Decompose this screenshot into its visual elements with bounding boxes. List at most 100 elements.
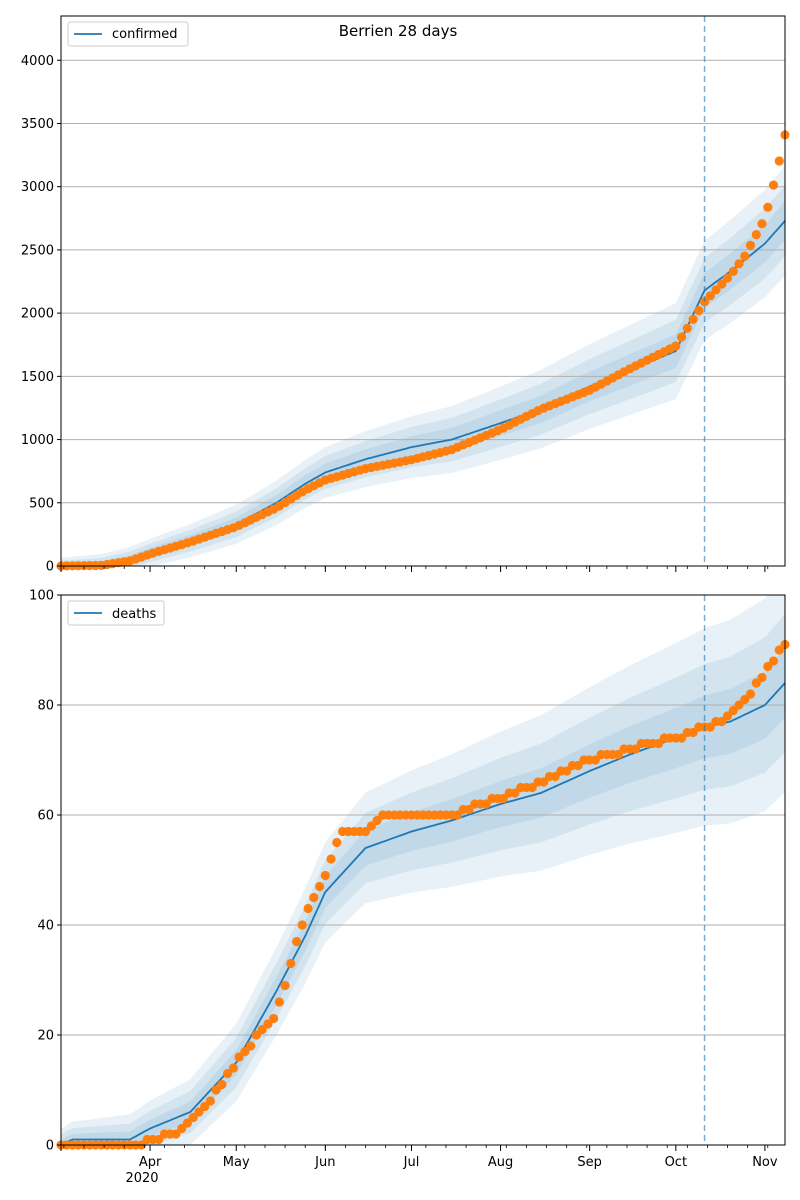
observed-point xyxy=(717,716,727,727)
legend-label-confirmed: confirmed xyxy=(112,27,178,42)
interval-band-3 xyxy=(61,165,785,567)
deaths-legend: deaths xyxy=(67,600,165,626)
y-tick-label: 40 xyxy=(37,919,54,934)
observed-point xyxy=(234,1052,244,1062)
observed-point xyxy=(705,722,715,732)
observed-point xyxy=(481,799,491,809)
y-tick-label: 0 xyxy=(46,1139,54,1154)
confirmed-panel: 0 500 1000 1500 2000 2500 3000 3500 4000 confirm… xyxy=(21,15,790,575)
observed-point xyxy=(257,1024,267,1035)
axes-frame xyxy=(60,15,786,567)
observed-point xyxy=(722,711,733,721)
observed-point xyxy=(464,804,474,815)
observed-point xyxy=(360,826,371,837)
observed-point xyxy=(205,1096,215,1106)
observed-point xyxy=(292,936,302,947)
observed-point xyxy=(757,672,767,683)
observed-point xyxy=(154,1134,164,1145)
observed-point xyxy=(734,259,744,269)
x-tick-label: Nov xyxy=(752,1155,778,1170)
observed-point xyxy=(452,810,463,820)
observed-point xyxy=(326,854,336,864)
confirmed-interval-bands xyxy=(61,165,785,567)
observed-point xyxy=(263,1019,273,1029)
y-tick-label: 500 xyxy=(29,496,54,511)
interval-band-3 xyxy=(61,595,785,1145)
observed-point xyxy=(654,738,664,749)
observed-point xyxy=(217,1079,227,1090)
x-tick-label: Aug xyxy=(488,1155,513,1170)
x-tick-label: Jun xyxy=(314,1155,335,1170)
legend-label-deaths: deaths xyxy=(112,607,157,622)
observed-point xyxy=(194,1107,204,1117)
x-tick-label: Sep xyxy=(577,1155,602,1170)
observed-point xyxy=(366,821,376,831)
observed-point xyxy=(728,705,738,716)
observed-point xyxy=(763,661,773,672)
observed-point xyxy=(372,815,382,826)
observed-point xyxy=(717,279,727,289)
observed-point xyxy=(728,266,738,276)
observed-point xyxy=(182,1118,192,1128)
observed-point xyxy=(613,749,624,760)
observed-point xyxy=(705,291,715,301)
deaths-axes: 0 20 40 60 80 100 Apr May Jun Jul Aug Sep Oct Nov xyxy=(29,589,786,1170)
observed-point xyxy=(745,240,756,250)
deaths-panel: 0 20 40 60 80 100 Apr May Jun Jul Aug Sep Oct Nov dea… xyxy=(29,589,790,1186)
legend-box xyxy=(67,600,165,626)
observed-point xyxy=(740,251,750,261)
observed-point xyxy=(200,1101,210,1112)
observed-point xyxy=(734,700,744,710)
observed-point xyxy=(688,314,698,324)
observed-point xyxy=(631,744,641,754)
observed-point xyxy=(510,788,520,798)
observed-point xyxy=(711,285,721,295)
confirmed-gridlines xyxy=(61,59,785,567)
y-tick-label: 3000 xyxy=(21,180,54,195)
y-tick-label: 0 xyxy=(46,560,54,575)
deaths-interval-bands xyxy=(61,595,785,1145)
observed-point xyxy=(677,733,687,743)
observed-point xyxy=(177,1123,187,1134)
x-tick-label: Jul xyxy=(403,1155,420,1170)
observed-point xyxy=(745,689,756,699)
observed-point xyxy=(228,1063,238,1073)
observed-point xyxy=(694,306,704,316)
legend-box xyxy=(67,21,189,47)
observed-point xyxy=(211,1085,221,1095)
observed-point xyxy=(688,727,698,738)
y-tick-label: 4000 xyxy=(21,54,54,69)
observed-point xyxy=(320,870,330,881)
observed-point xyxy=(751,230,761,240)
observed-point xyxy=(562,766,572,776)
observed-point xyxy=(251,1030,261,1040)
observed-point xyxy=(682,323,692,333)
observed-point xyxy=(309,892,319,903)
y-tick-label: 1000 xyxy=(21,433,54,448)
observed-point xyxy=(240,1046,250,1057)
axes-frame xyxy=(60,594,786,1146)
observed-point xyxy=(498,793,508,804)
observed-point xyxy=(286,958,296,969)
observed-point xyxy=(303,903,313,914)
observed-point xyxy=(763,202,773,212)
y-tick-label: 100 xyxy=(29,589,54,604)
deaths-observed-points xyxy=(56,639,790,1150)
observed-point xyxy=(297,920,307,930)
y-tick-label: 60 xyxy=(37,809,54,824)
x-tick-label: Apr xyxy=(139,1155,162,1170)
observed-point xyxy=(671,341,681,351)
y-tick-label: 1500 xyxy=(21,370,54,385)
observed-point xyxy=(223,1068,233,1079)
x-tick-label: Oct xyxy=(665,1155,687,1170)
observed-point xyxy=(171,1129,181,1139)
observed-point xyxy=(774,645,784,655)
x-tick-label: May xyxy=(223,1155,250,1170)
y-tick-label: 2000 xyxy=(21,307,54,322)
y-tick-label: 3500 xyxy=(21,117,54,132)
observed-point xyxy=(740,694,750,705)
observed-point xyxy=(768,656,779,666)
confirmed-legend: confirmed xyxy=(67,21,189,47)
observed-point xyxy=(774,156,784,166)
